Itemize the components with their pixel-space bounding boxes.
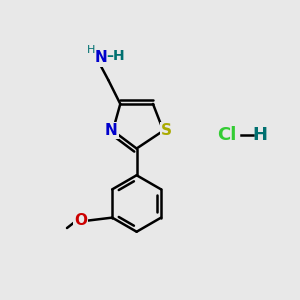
Text: S: S: [161, 123, 172, 138]
Text: N: N: [105, 123, 118, 138]
Text: Cl: Cl: [218, 126, 237, 144]
Text: H: H: [253, 126, 268, 144]
Text: N: N: [94, 50, 107, 65]
Text: –H: –H: [106, 50, 125, 63]
Text: H: H: [87, 45, 95, 56]
Text: O: O: [74, 213, 87, 228]
